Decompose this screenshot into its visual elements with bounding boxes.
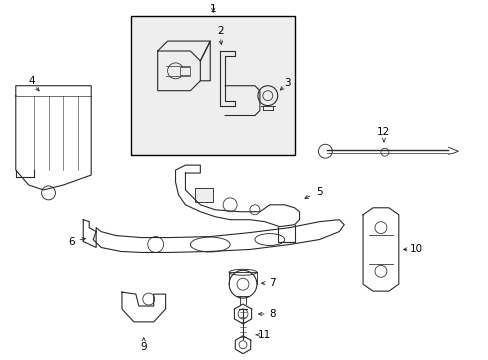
Text: 8: 8	[269, 309, 276, 319]
Bar	[195, 188, 213, 202]
Bar	[131, 16, 294, 155]
Text: 7: 7	[269, 278, 276, 288]
Text: 5: 5	[315, 187, 322, 197]
Bar	[180, 67, 190, 75]
Text: 6: 6	[68, 237, 75, 247]
Text: 12: 12	[377, 127, 390, 138]
Text: 2: 2	[217, 26, 223, 36]
Text: 10: 10	[409, 244, 422, 255]
Text: 9: 9	[140, 342, 147, 352]
Text: 1: 1	[209, 4, 216, 14]
Text: 4: 4	[28, 76, 35, 86]
Text: 3: 3	[284, 78, 290, 88]
Text: 11: 11	[258, 330, 271, 340]
